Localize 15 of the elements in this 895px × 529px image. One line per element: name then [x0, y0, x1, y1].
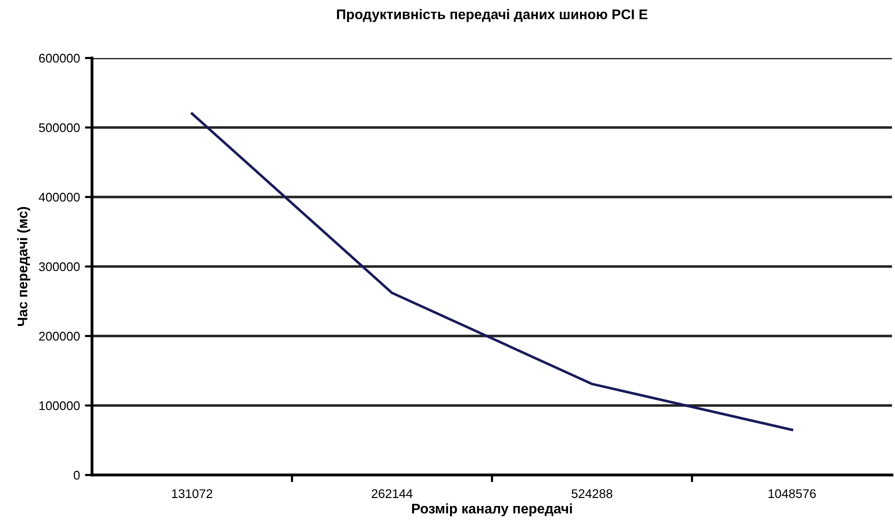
x-tick-label: 524288: [572, 489, 612, 498]
y-tick-label: 500000: [38, 123, 80, 132]
line-series: [190, 112, 794, 432]
x-tick-label: 1048576: [768, 489, 816, 498]
y-tick-label: 200000: [39, 332, 80, 341]
x-tick-label: 262144: [372, 489, 412, 498]
y-tick-label: 100000: [39, 401, 80, 410]
x-tick-label: 131072: [172, 489, 212, 498]
chart-title: Продуктивність передачі даних шиною PCI E: [337, 9, 648, 22]
x-axis-title: Розмір каналу передачі: [412, 503, 572, 516]
y-tick-label: 0: [74, 470, 80, 480]
y-tick-label: 300000: [38, 262, 80, 272]
y-tick-label: 400000: [38, 192, 80, 202]
y-tick-label: 600000: [39, 54, 80, 63]
y-axis-title: Час передачі (мс): [17, 206, 30, 326]
